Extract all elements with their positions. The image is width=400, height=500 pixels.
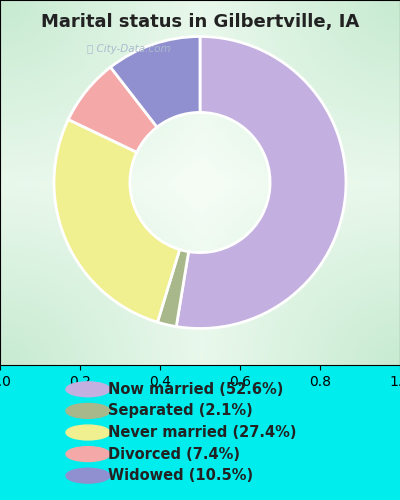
Text: Separated (2.1%): Separated (2.1%): [108, 404, 253, 418]
Text: Marital status in Gilbertville, IA: Marital status in Gilbertville, IA: [41, 12, 359, 30]
Wedge shape: [176, 36, 346, 329]
Text: Widowed (10.5%): Widowed (10.5%): [108, 468, 253, 483]
Text: Divorced (7.4%): Divorced (7.4%): [108, 446, 240, 462]
Circle shape: [66, 468, 110, 483]
Text: Now married (52.6%): Now married (52.6%): [108, 382, 283, 397]
Circle shape: [66, 382, 110, 396]
Wedge shape: [68, 67, 157, 152]
Circle shape: [66, 404, 110, 418]
Circle shape: [66, 446, 110, 462]
Wedge shape: [54, 120, 180, 322]
Text: ⓘ City-Data.com: ⓘ City-Data.com: [87, 44, 171, 54]
Circle shape: [66, 425, 110, 440]
Wedge shape: [158, 250, 189, 326]
Text: Never married (27.4%): Never married (27.4%): [108, 425, 296, 440]
Wedge shape: [110, 36, 200, 127]
